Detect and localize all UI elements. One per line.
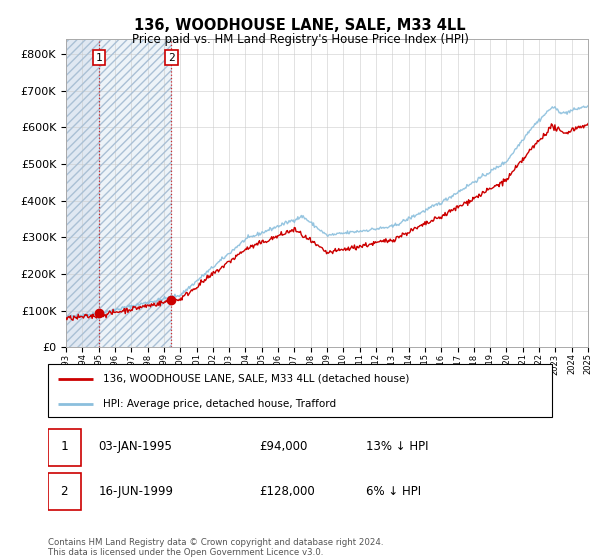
FancyBboxPatch shape (48, 428, 81, 465)
FancyBboxPatch shape (48, 364, 552, 417)
Text: Price paid vs. HM Land Registry's House Price Index (HPI): Price paid vs. HM Land Registry's House … (131, 32, 469, 46)
Text: 2: 2 (61, 485, 68, 498)
Text: HPI: Average price, detached house, Trafford: HPI: Average price, detached house, Traf… (103, 399, 337, 409)
Text: 1: 1 (95, 53, 103, 63)
Text: £128,000: £128,000 (260, 485, 316, 498)
Bar (66, 39, 99, 347)
Text: 2: 2 (168, 53, 175, 63)
FancyBboxPatch shape (48, 473, 81, 510)
Text: 03-JAN-1995: 03-JAN-1995 (98, 440, 172, 453)
Text: Contains HM Land Registry data © Crown copyright and database right 2024.
This d: Contains HM Land Registry data © Crown c… (48, 538, 383, 557)
Text: 13% ↓ HPI: 13% ↓ HPI (365, 440, 428, 453)
Text: £94,000: £94,000 (260, 440, 308, 453)
Text: 136, WOODHOUSE LANE, SALE, M33 4LL (detached house): 136, WOODHOUSE LANE, SALE, M33 4LL (deta… (103, 374, 410, 384)
Bar (66, 39, 99, 347)
Bar (99, 39, 172, 347)
Text: 6% ↓ HPI: 6% ↓ HPI (365, 485, 421, 498)
Bar (99, 39, 172, 347)
Text: 136, WOODHOUSE LANE, SALE, M33 4LL: 136, WOODHOUSE LANE, SALE, M33 4LL (134, 18, 466, 32)
Text: 16-JUN-1999: 16-JUN-1999 (98, 485, 173, 498)
Text: 1: 1 (61, 440, 68, 453)
